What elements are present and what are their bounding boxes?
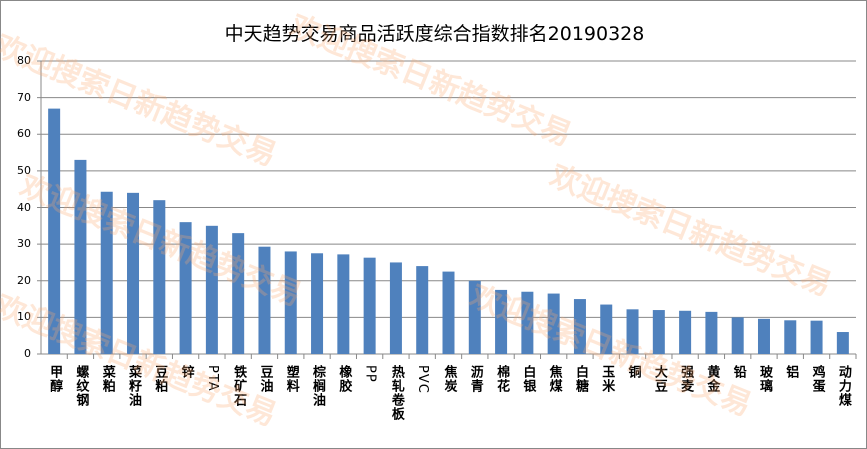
bar-焦炭 (442, 271, 455, 354)
y-tick-label: 30 (17, 237, 31, 251)
bar-铁矿石 (232, 233, 245, 354)
x-tick-label: 棉花 (494, 365, 510, 393)
x-tick-label: 强麦 (678, 365, 694, 393)
x-tick-label: 焦煤 (546, 365, 562, 393)
bar-甲醇 (48, 108, 61, 354)
x-tick-label: 甲醇 (47, 365, 63, 393)
y-tick-label: 40 (17, 200, 31, 214)
x-tick-label: 铁矿石 (231, 365, 247, 407)
x-tick-label: PTA (204, 365, 220, 392)
bar-PTA (205, 225, 218, 354)
bar-玉米 (600, 304, 613, 354)
x-tick-label: 豆油 (257, 365, 273, 393)
bar-白糖 (573, 299, 586, 354)
x-tick-label: 铅 (730, 365, 746, 379)
x-tick-label: 白银 (520, 365, 536, 393)
bar-黄金 (705, 311, 718, 354)
bar-玻璃 (757, 318, 770, 354)
bar-大豆 (652, 310, 665, 354)
x-tick-label: 动力煤 (835, 365, 851, 407)
bar-PVC (416, 266, 429, 354)
y-tick-label: 10 (17, 310, 31, 324)
x-tick-label: 沥青 (467, 365, 483, 393)
bar-铅 (731, 317, 744, 354)
bar-铝 (784, 320, 797, 354)
bar-豆粕 (153, 200, 166, 354)
y-tick-label: 50 (17, 163, 31, 177)
x-tick-label: 豆粕 (152, 365, 168, 393)
bar-白银 (521, 291, 534, 354)
x-tick-label: 塑料 (283, 365, 299, 393)
bar-PP (363, 257, 376, 354)
x-tick-label: 锌 (178, 365, 194, 379)
x-tick-label: 橡胶 (336, 365, 352, 393)
x-tick-label: 棕榈油 (310, 365, 326, 407)
x-tick-label: 焦炭 (441, 365, 457, 393)
bar-橡胶 (337, 254, 350, 354)
x-tick-label: 热轧卷板 (388, 365, 404, 421)
bar-豆油 (258, 246, 271, 354)
bar-动力煤 (836, 332, 849, 354)
bar-棕榈油 (311, 253, 324, 354)
bar-焦煤 (547, 293, 560, 354)
x-tick-label: 铜 (625, 365, 641, 379)
x-tick-label: 黄金 (704, 365, 720, 393)
x-tick-label: 玉米 (599, 365, 615, 393)
bar-铜 (626, 309, 639, 354)
bar-菜粕 (100, 191, 113, 354)
x-tick-label: 螺纹钢 (73, 365, 89, 407)
bar-塑料 (284, 251, 297, 354)
x-tick-label: 菜籽油 (126, 365, 142, 407)
y-tick-label: 20 (17, 273, 31, 287)
x-tick-label: 大豆 (651, 365, 667, 393)
x-tick-label: 白糖 (572, 365, 588, 393)
bar-沥青 (468, 280, 481, 354)
bar-螺纹钢 (74, 159, 87, 354)
y-tick-label: 0 (24, 347, 31, 360)
bar-强麦 (679, 310, 692, 354)
x-tick-label: 菜粕 (99, 365, 115, 393)
bar-鸡蛋 (810, 320, 823, 354)
x-tick-label: PVC (415, 365, 431, 394)
y-tick-label: 70 (17, 90, 31, 104)
bar-菜籽油 (127, 192, 140, 354)
chart-title: 中天趋势交易商品活跃度综合指数排名20190328 (224, 23, 645, 45)
x-tick-label: PP (362, 365, 378, 383)
y-tick-label: 60 (17, 127, 31, 141)
y-tick-label: 80 (17, 54, 31, 67)
x-tick-label: 玻璃 (756, 365, 772, 393)
bar-热轧卷板 (389, 262, 402, 354)
x-tick-label: 鸡蛋 (809, 365, 825, 393)
bar-锌 (179, 222, 192, 354)
x-tick-label: 铝 (783, 365, 799, 379)
bar-棉花 (495, 289, 508, 354)
